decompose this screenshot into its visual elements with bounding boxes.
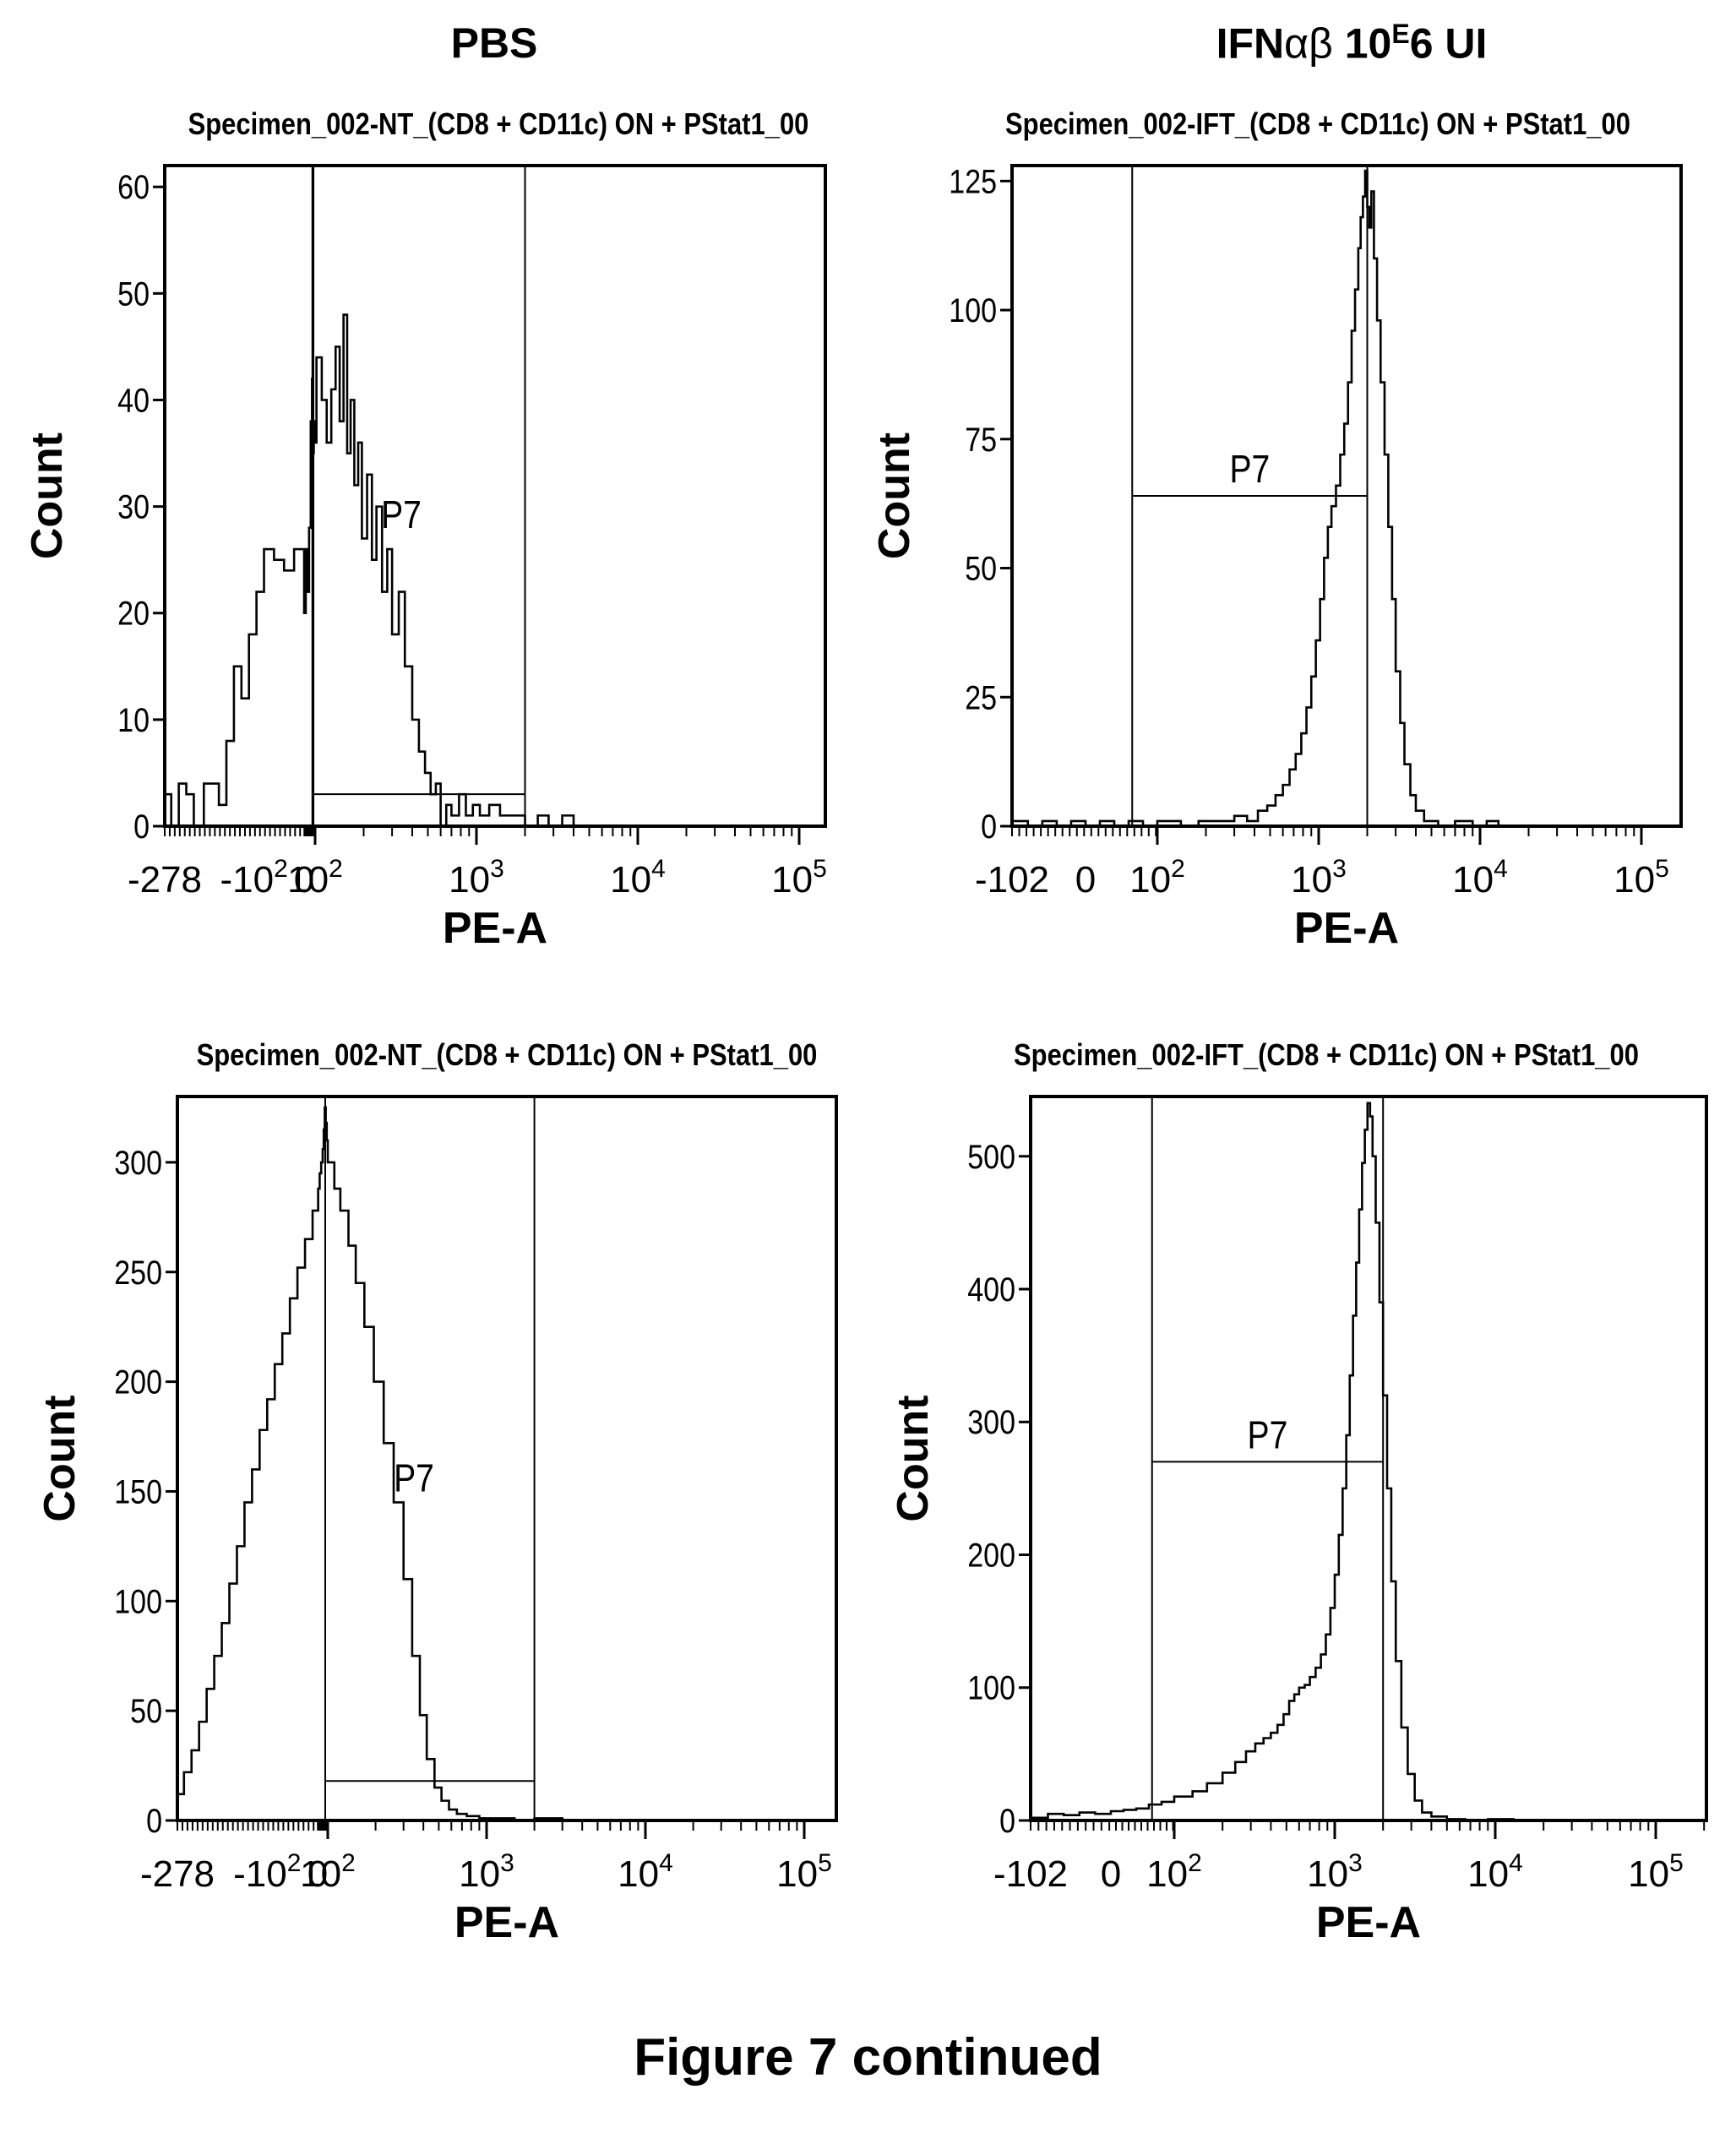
y-tick-label: 200 xyxy=(967,1536,1015,1574)
x-tick-label: -102 xyxy=(975,859,1049,901)
gate-label: P7 xyxy=(381,493,422,537)
y-tick-label: 200 xyxy=(114,1363,162,1401)
x-tick-label: 104 xyxy=(618,1849,673,1895)
y-tick-label: 250 xyxy=(114,1253,162,1291)
plot-frame xyxy=(1010,164,1683,828)
x-tick-label: 105 xyxy=(771,855,827,901)
x-tick-label: -102 xyxy=(220,855,288,901)
heading-ifn-prefix: IFN xyxy=(1216,19,1285,68)
heading-ifn-base: 10 xyxy=(1332,19,1392,68)
y-tick-label: 0 xyxy=(133,807,150,845)
x-tick-label: -102 xyxy=(233,1849,301,1895)
x-tick-label: 104 xyxy=(610,855,666,901)
x-tick-label: 0 xyxy=(307,1853,328,1895)
x-tick-label: 105 xyxy=(1614,855,1669,901)
y-tick-label: 50 xyxy=(117,275,150,313)
y-tick-label: 500 xyxy=(967,1137,1015,1175)
histogram-series xyxy=(1012,169,1500,828)
y-tick-label: 300 xyxy=(967,1403,1015,1441)
plot-frame xyxy=(163,164,827,828)
x-tick-label: 105 xyxy=(776,1849,832,1895)
y-tick-label: 100 xyxy=(114,1582,162,1620)
x-tick-label: 0 xyxy=(1101,1853,1121,1895)
y-tick-label: 40 xyxy=(117,381,150,419)
x-tick-label: 104 xyxy=(1467,1849,1523,1895)
heading-ifn-sup: E xyxy=(1391,19,1410,49)
y-axis-label: Count xyxy=(870,433,919,559)
chart-3-title: Specimen_002-NT_(CD8 + CD11c) ON + PStat… xyxy=(196,1037,818,1072)
column-heading-pbs: PBS xyxy=(450,19,538,67)
y-tick-label: 10 xyxy=(117,700,150,738)
x-tick-label: 103 xyxy=(1307,1849,1363,1895)
x-tick-label: 103 xyxy=(459,1849,514,1895)
y-tick-label: 60 xyxy=(117,168,150,206)
x-axis-label: PE-A xyxy=(443,904,547,953)
y-tick-label: 0 xyxy=(146,1801,162,1839)
gate-label: P7 xyxy=(394,1457,434,1501)
gate-label: P7 xyxy=(1248,1413,1288,1457)
chart-2-ifn-top: 0 25 50 75 100 125 -102 0 102 103 104 105 PE-A Count P… xyxy=(870,162,1683,953)
x-tick-label: 102 xyxy=(300,1849,356,1895)
x-tick-label: 105 xyxy=(1628,1849,1684,1895)
y-tick-label: 0 xyxy=(981,807,997,845)
x-tick-label: 102 xyxy=(1129,855,1185,901)
x-tick-label: -278 xyxy=(140,1853,215,1895)
x-tick-label: -278 xyxy=(128,859,202,901)
y-tick-label: 150 xyxy=(114,1472,162,1510)
heading-ifn-suffix: 6 UI xyxy=(1409,19,1488,68)
x-tick-label: 103 xyxy=(449,855,504,901)
chart-2-title: Specimen_002-IFT_(CD8 + CD11c) ON + PSta… xyxy=(1005,106,1630,141)
x-axis-label: PE-A xyxy=(1316,1898,1421,1947)
x-tick-label: 102 xyxy=(1146,1849,1202,1895)
column-heading-ifn: IFNαβ 10E6 UI xyxy=(1098,19,1605,68)
y-tick-label: 50 xyxy=(130,1692,162,1730)
y-tick-label: 300 xyxy=(114,1143,162,1181)
y-tick-label: 100 xyxy=(967,1668,1015,1706)
y-axis-label: Count xyxy=(35,1395,84,1521)
y-axis-label: Count xyxy=(889,1395,938,1521)
y-tick-label: 75 xyxy=(965,420,997,458)
x-tick-label: 104 xyxy=(1452,855,1508,901)
chart-4-ifn-bottom: 0 100 200 300 400 500 -102 0 102 103 104 105 PE-A Cou… xyxy=(889,1095,1708,1947)
chart-1-title: Specimen_002-NT_(CD8 + CD11c) ON + PStat… xyxy=(188,106,809,141)
plot-frame xyxy=(1029,1095,1708,1822)
x-axis-label: PE-A xyxy=(1294,904,1399,953)
y-tick-label: 30 xyxy=(117,487,150,525)
x-tick-label: 103 xyxy=(1291,855,1347,901)
x-tick-label: 102 xyxy=(287,855,343,901)
plot-frame xyxy=(176,1095,838,1822)
gate-label: P7 xyxy=(1229,448,1270,492)
x-tick-label: -102 xyxy=(993,1853,1068,1895)
x-tick-label: 0 xyxy=(1075,859,1096,901)
y-tick-label: 50 xyxy=(965,549,997,587)
figure-caption: Figure 7 continued xyxy=(634,2028,1102,2087)
y-tick-label: 125 xyxy=(949,162,997,200)
y-tick-label: 0 xyxy=(999,1801,1015,1839)
y-axis-label: Count xyxy=(23,433,72,559)
x-tick-label: 0 xyxy=(294,859,314,901)
x-axis-label: PE-A xyxy=(454,1898,559,1947)
y-tick-label: 25 xyxy=(965,678,997,716)
chart-4-title: Specimen_002-IFT_(CD8 + CD11c) ON + PSta… xyxy=(1014,1037,1639,1072)
y-tick-label: 400 xyxy=(967,1270,1015,1308)
histogram-series xyxy=(1031,1102,1544,1822)
y-tick-label: 100 xyxy=(949,291,997,329)
y-tick-label: 20 xyxy=(117,594,150,632)
heading-ifn-greek: αβ xyxy=(1284,19,1333,68)
